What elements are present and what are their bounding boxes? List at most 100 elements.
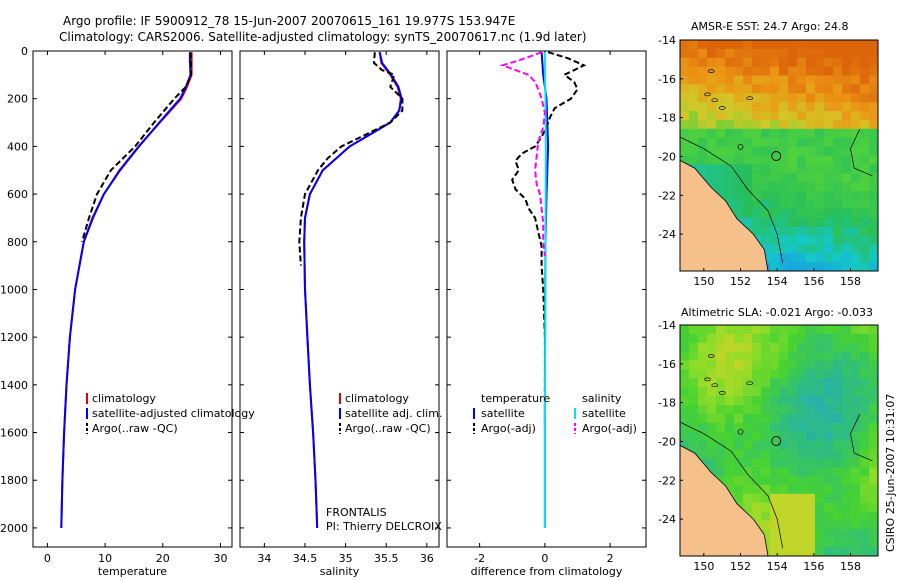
map-cell — [842, 342, 852, 353]
map-cell — [779, 342, 789, 353]
map-cell — [842, 93, 852, 103]
map-cell — [797, 396, 807, 406]
map-cell — [869, 66, 878, 77]
map-cell — [743, 146, 753, 157]
map-cell — [860, 502, 870, 513]
map-frame — [679, 39, 879, 272]
map-cell — [860, 40, 870, 50]
map-cell — [860, 360, 870, 370]
map-cell — [851, 199, 861, 210]
map-cell — [851, 111, 861, 121]
map-cell — [725, 75, 735, 85]
map-cell — [734, 128, 744, 139]
y-tick-label: -18 — [658, 112, 676, 125]
map-cell — [815, 387, 825, 397]
map-cell — [833, 449, 843, 459]
map-cell — [770, 378, 780, 388]
map-cell — [716, 146, 726, 157]
map-cell — [698, 378, 708, 388]
map-cell — [797, 360, 807, 370]
x-tick-label: 36 — [420, 552, 434, 565]
map-cell — [698, 48, 708, 59]
map-cell — [842, 538, 852, 548]
map-cell — [761, 66, 771, 77]
map-cell — [770, 333, 780, 344]
series-argo — [81, 52, 192, 243]
map-cell — [779, 378, 789, 388]
map-cell — [815, 262, 825, 271]
map-cell — [806, 467, 816, 477]
sst-map-title: AMSR-E SST: 24.7 Argo: 24.8 — [691, 20, 849, 33]
series-salinity-satellite — [543, 52, 547, 528]
map-cell — [752, 476, 762, 486]
map-cell — [851, 405, 861, 415]
map-cell — [797, 137, 807, 148]
map-cell — [797, 467, 807, 477]
map-cell — [734, 208, 744, 219]
map-cell — [761, 102, 771, 112]
map-cell — [806, 173, 816, 183]
map-cell — [842, 128, 852, 139]
map-cell — [797, 387, 807, 397]
reef-outline — [737, 143, 744, 150]
map-cell — [734, 182, 744, 192]
map-cell — [842, 360, 852, 370]
map-cell — [824, 111, 834, 121]
map-cell — [761, 502, 771, 513]
map-cell — [770, 120, 780, 130]
reef-contour — [850, 129, 873, 177]
map-cell — [743, 173, 753, 183]
map-cell — [806, 93, 816, 103]
map-cell — [815, 208, 825, 219]
map-cell — [743, 493, 753, 504]
map-cell — [698, 351, 708, 362]
map-cell — [716, 111, 726, 121]
map-cell — [842, 529, 852, 539]
map-cell — [851, 369, 861, 379]
map-cell — [761, 111, 771, 121]
map-cell — [824, 351, 834, 362]
map-cell — [707, 431, 717, 442]
map-cell — [788, 529, 798, 539]
map-cell — [734, 66, 744, 77]
map-cell — [716, 476, 726, 486]
salinity-legend: climatology satellite adj. clim. Argo(..… — [326, 392, 442, 533]
map-cell — [860, 57, 870, 68]
map-cell — [797, 182, 807, 192]
map-cell — [815, 422, 825, 433]
map-cell — [797, 476, 807, 486]
map-cell — [824, 484, 834, 495]
map-cell — [788, 440, 798, 450]
map-cell — [788, 262, 798, 271]
map-cell — [761, 208, 771, 219]
map-cell — [770, 48, 780, 59]
map-cell — [734, 40, 744, 50]
map-cell — [770, 111, 780, 121]
map-cell — [788, 458, 798, 468]
map-cell — [806, 48, 816, 59]
map-cell — [860, 253, 870, 263]
map-cell — [725, 396, 735, 406]
map-cell — [743, 458, 753, 468]
map-cell — [680, 146, 690, 157]
map-cell — [824, 120, 834, 130]
map-cell — [824, 467, 834, 477]
map-cell — [680, 325, 690, 335]
map-cell — [725, 128, 735, 139]
map-cell — [734, 173, 744, 183]
map-cell — [824, 547, 834, 556]
map-cell — [698, 325, 708, 335]
map-cell — [716, 405, 726, 415]
map-cell — [869, 84, 878, 94]
legend-temp-argo: Argo(-adj) — [481, 422, 536, 435]
map-cell — [725, 40, 735, 50]
map-cell — [806, 40, 816, 50]
x-tick-label: 154 — [767, 275, 788, 288]
x-tick-label: 154 — [767, 560, 788, 573]
map-cell — [680, 155, 690, 165]
map-cell — [770, 217, 780, 228]
map-cell — [698, 360, 708, 370]
map-cell — [797, 502, 807, 513]
map-cell — [725, 66, 735, 77]
map-cell — [815, 120, 825, 130]
